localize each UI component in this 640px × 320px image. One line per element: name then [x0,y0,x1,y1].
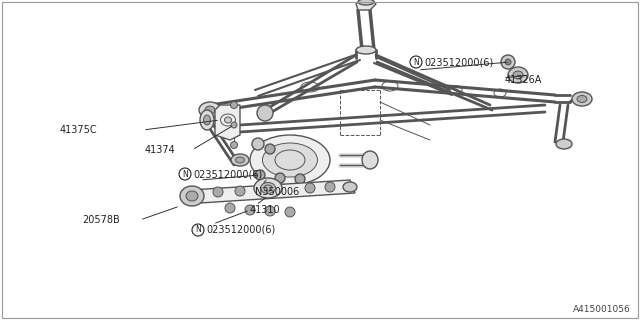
Ellipse shape [572,92,592,106]
Text: N: N [195,226,201,235]
Text: 023512000(6): 023512000(6) [206,225,275,235]
Circle shape [230,141,237,148]
Text: N: N [413,58,419,67]
Circle shape [231,122,237,128]
Circle shape [265,144,275,154]
Ellipse shape [254,178,282,198]
Text: 41326A: 41326A [505,75,542,85]
Text: 023512000(6): 023512000(6) [424,57,493,67]
Ellipse shape [343,182,357,192]
Ellipse shape [577,95,587,102]
Ellipse shape [231,154,249,166]
Circle shape [275,173,285,183]
Circle shape [235,186,245,196]
Ellipse shape [225,117,232,123]
Ellipse shape [508,67,528,83]
Circle shape [230,101,237,108]
Circle shape [252,138,264,150]
Circle shape [213,187,223,197]
Circle shape [305,183,315,193]
Ellipse shape [513,71,523,79]
Ellipse shape [180,186,204,206]
Circle shape [245,205,255,215]
Ellipse shape [200,110,214,130]
Polygon shape [356,0,376,10]
Circle shape [225,203,235,213]
Ellipse shape [250,135,330,185]
Ellipse shape [199,102,221,118]
Circle shape [257,105,273,121]
Ellipse shape [204,115,211,125]
Text: 023512000(6): 023512000(6) [193,169,262,179]
Circle shape [285,207,295,217]
Polygon shape [190,180,355,203]
Text: 41374: 41374 [145,145,176,155]
Circle shape [325,182,335,192]
Ellipse shape [262,143,317,177]
Text: 20578B: 20578B [82,215,120,225]
Ellipse shape [186,191,198,201]
Circle shape [265,206,275,216]
Ellipse shape [205,106,215,114]
Text: N: N [182,170,188,179]
Text: 41375C: 41375C [60,125,98,135]
Text: N350006: N350006 [255,187,300,197]
Text: 41310: 41310 [250,205,280,215]
Ellipse shape [556,139,572,149]
Ellipse shape [358,0,374,5]
Ellipse shape [260,182,275,194]
Ellipse shape [356,46,376,54]
Circle shape [295,174,305,184]
Ellipse shape [362,151,378,169]
Circle shape [501,55,515,69]
Polygon shape [215,105,240,140]
Text: A415001056: A415001056 [573,305,630,314]
Ellipse shape [236,157,244,163]
Circle shape [505,59,511,65]
Circle shape [255,170,265,180]
